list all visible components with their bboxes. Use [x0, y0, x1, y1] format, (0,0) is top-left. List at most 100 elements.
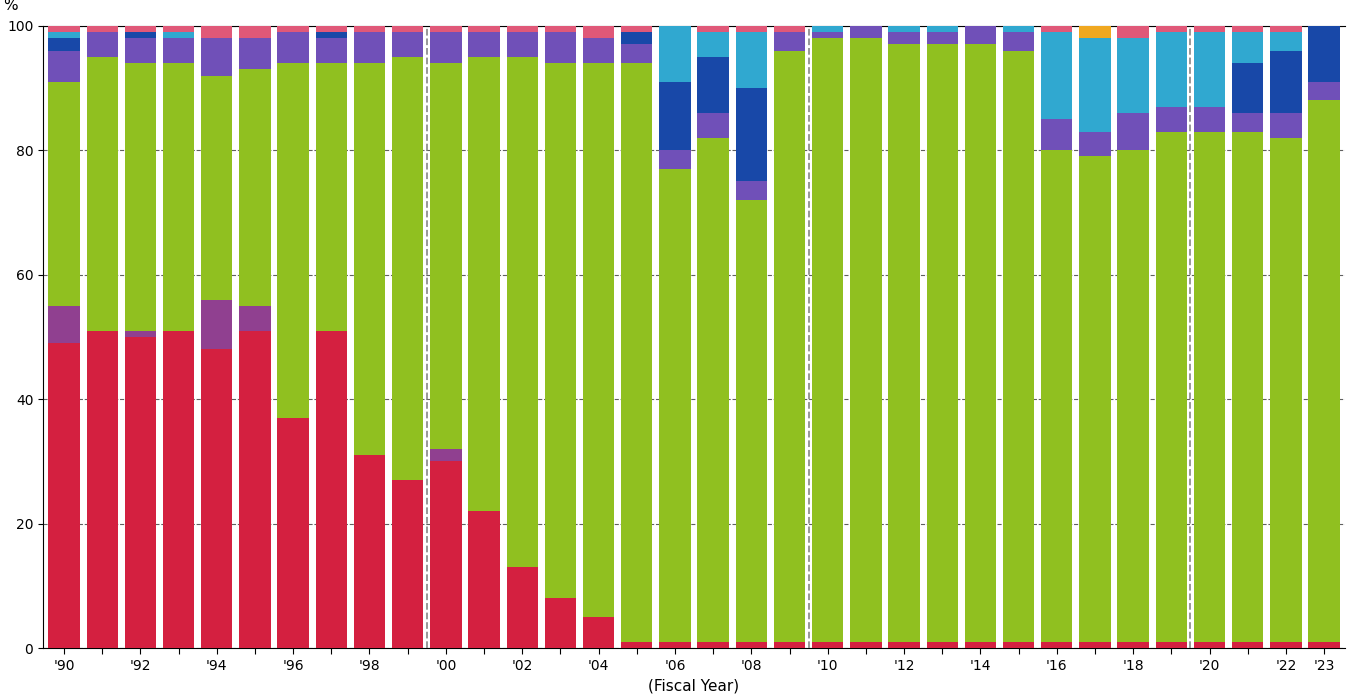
Bar — [926, 26, 957, 32]
Bar — [545, 598, 576, 648]
Bar — [315, 330, 347, 648]
Bar — [1194, 106, 1225, 132]
Bar — [926, 642, 957, 648]
Bar — [354, 63, 385, 455]
Bar — [124, 38, 155, 63]
Bar — [735, 642, 767, 648]
Bar — [239, 69, 270, 306]
Bar — [124, 330, 155, 337]
Bar — [1194, 132, 1225, 642]
Bar — [1041, 32, 1072, 119]
Bar — [239, 38, 270, 69]
Bar — [735, 26, 767, 32]
Bar — [926, 44, 957, 642]
Bar — [888, 32, 919, 44]
Bar — [1156, 26, 1187, 32]
Bar — [1003, 50, 1034, 642]
Bar — [354, 32, 385, 63]
Bar — [1156, 32, 1187, 106]
Bar — [392, 32, 423, 57]
Bar — [1271, 642, 1302, 648]
Bar — [49, 32, 80, 38]
Bar — [1309, 82, 1340, 100]
Bar — [430, 449, 461, 461]
Bar — [1271, 138, 1302, 642]
Bar — [1309, 100, 1340, 642]
Bar — [813, 38, 844, 642]
Bar — [1041, 150, 1072, 642]
Bar — [49, 38, 80, 50]
Bar — [583, 26, 614, 38]
Bar — [850, 642, 882, 648]
Bar — [507, 567, 538, 648]
Bar — [1118, 26, 1149, 38]
Bar — [813, 26, 844, 32]
Bar — [49, 82, 80, 306]
Bar — [201, 26, 233, 38]
Bar — [965, 642, 996, 648]
Bar — [354, 455, 385, 648]
Bar — [1271, 50, 1302, 113]
Bar — [1271, 26, 1302, 32]
Bar — [1079, 156, 1110, 642]
Bar — [926, 32, 957, 44]
Bar — [164, 26, 195, 32]
Bar — [239, 330, 270, 648]
Bar — [545, 26, 576, 32]
Bar — [239, 26, 270, 38]
Bar — [164, 330, 195, 648]
Bar — [773, 26, 806, 32]
Bar — [621, 26, 653, 32]
Bar — [507, 26, 538, 32]
Bar — [1041, 26, 1072, 32]
Bar — [1232, 113, 1263, 132]
Bar — [124, 337, 155, 648]
Bar — [1079, 26, 1110, 38]
Bar — [87, 32, 118, 57]
Bar — [392, 26, 423, 32]
Bar — [735, 88, 767, 181]
Bar — [1118, 642, 1149, 648]
Bar — [735, 32, 767, 88]
Bar — [583, 38, 614, 63]
Bar — [315, 63, 347, 330]
Bar — [698, 138, 729, 642]
Bar — [660, 150, 691, 169]
Bar — [1156, 642, 1187, 648]
Bar — [1232, 63, 1263, 113]
Bar — [1041, 642, 1072, 648]
Bar — [277, 26, 308, 32]
Bar — [201, 349, 233, 648]
Bar — [315, 26, 347, 32]
Bar — [315, 38, 347, 63]
Bar — [201, 300, 233, 349]
Bar — [430, 461, 461, 648]
Bar — [1079, 38, 1110, 132]
Bar — [1271, 113, 1302, 138]
Bar — [1118, 150, 1149, 642]
Bar — [660, 26, 691, 82]
Bar — [1079, 132, 1110, 156]
Bar — [813, 642, 844, 648]
Bar — [164, 38, 195, 63]
Bar — [468, 57, 500, 511]
Bar — [545, 63, 576, 598]
Bar — [277, 418, 308, 648]
Bar — [1194, 642, 1225, 648]
Bar — [124, 26, 155, 32]
Bar — [507, 57, 538, 567]
Bar — [49, 343, 80, 648]
Bar — [965, 26, 996, 44]
Bar — [468, 32, 500, 57]
Bar — [1003, 26, 1034, 32]
Bar — [545, 32, 576, 63]
Bar — [660, 169, 691, 642]
Bar — [1309, 26, 1340, 82]
X-axis label: (Fiscal Year): (Fiscal Year) — [649, 678, 740, 693]
Bar — [468, 511, 500, 648]
Bar — [965, 44, 996, 642]
Bar — [201, 38, 233, 76]
Bar — [392, 57, 423, 480]
Bar — [315, 32, 347, 38]
Bar — [1232, 26, 1263, 32]
